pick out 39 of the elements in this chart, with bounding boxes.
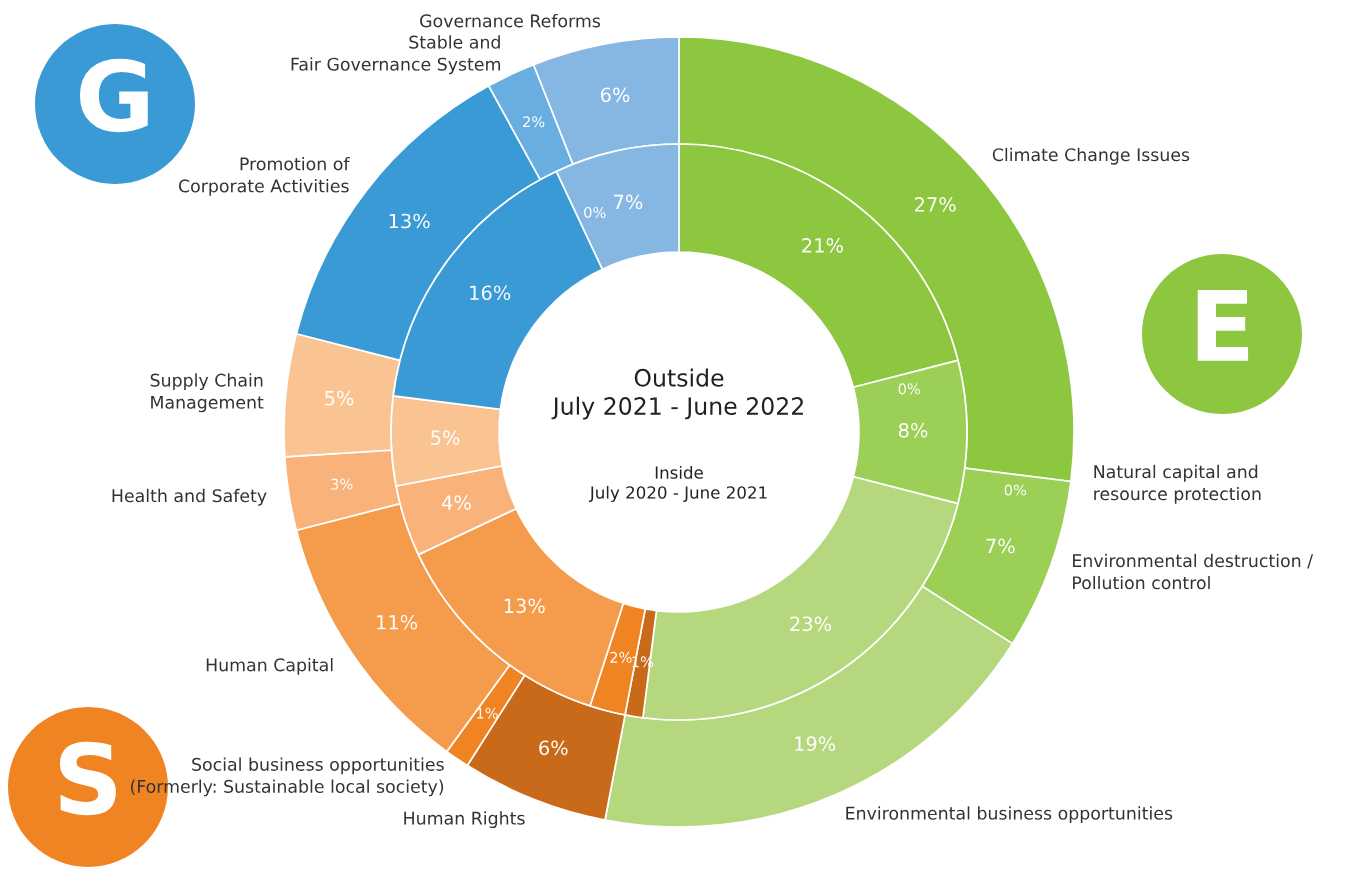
- slice-label: Governance Reforms: [420, 13, 601, 28]
- slice-label: Stable and Fair Governance System: [291, 35, 500, 75]
- data-label: 23%: [790, 616, 832, 632]
- text: S: [59, 741, 116, 816]
- data-label: 3%: [331, 478, 353, 490]
- text: E: [1197, 289, 1249, 361]
- data-label: 16%: [470, 285, 511, 301]
- data-label: 5%: [431, 430, 460, 445]
- slice-label: Climate Change Issues: [992, 147, 1190, 165]
- slice-label: Human Rights: [404, 811, 525, 829]
- slice-label: Environmental business opportunities: [846, 806, 1173, 824]
- text: Outside July 2021 - June 2022: [551, 368, 803, 420]
- data-label: 27%: [914, 197, 956, 212]
- text: Inside July 2020 - June 2021: [588, 465, 767, 503]
- slice-label: Environmental destruction / Pollution control: [1073, 553, 1314, 590]
- data-label: 7%: [986, 538, 1015, 554]
- data-label: 21%: [802, 238, 843, 253]
- data-label: 7%: [614, 194, 643, 210]
- data-label: 8%: [898, 422, 928, 438]
- data-label: 4%: [441, 495, 471, 510]
- slice-label: Health and Safety: [112, 488, 267, 506]
- text: 0%: [584, 206, 606, 218]
- slice-label: Human Capital: [206, 657, 333, 675]
- text: G: [79, 58, 148, 133]
- data-label: 11%: [377, 614, 418, 630]
- data-label: 6%: [539, 740, 568, 756]
- data-label: 13%: [504, 598, 545, 614]
- data-label: 6%: [600, 87, 630, 103]
- data-label: 2%: [610, 651, 632, 663]
- data-label: 19%: [795, 736, 836, 752]
- data-label: 13%: [389, 213, 430, 229]
- data-label: 5%: [325, 390, 354, 406]
- data-label: 1%: [477, 707, 498, 719]
- slice-label: Supply Chain Management: [150, 373, 264, 413]
- text: 0%: [1004, 484, 1027, 496]
- slice-label: Promotion of Corporate Activities: [178, 156, 350, 196]
- data-label: 2%: [523, 116, 545, 128]
- text: 0%: [898, 383, 920, 395]
- category-label: Natural capital and resource protection: [1094, 464, 1261, 504]
